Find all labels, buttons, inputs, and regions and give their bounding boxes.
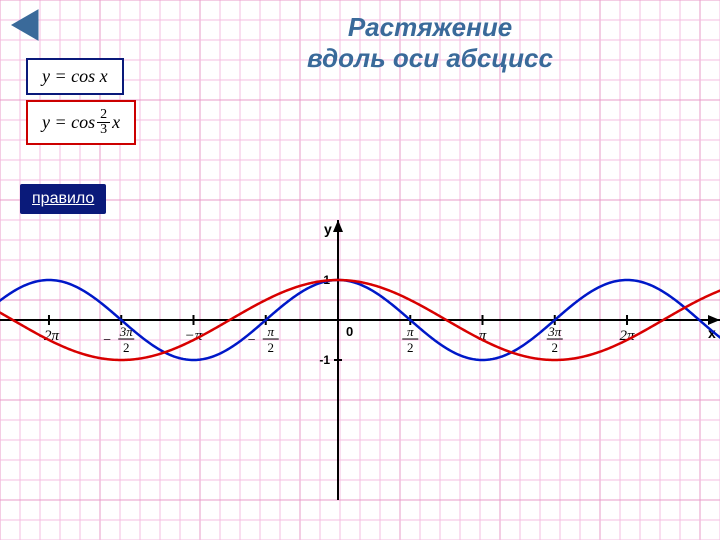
svg-text:π: π xyxy=(267,324,274,339)
svg-text:3π: 3π xyxy=(119,324,134,339)
svg-text:π: π xyxy=(407,324,414,339)
title-line1: Растяжение xyxy=(348,12,512,42)
svg-text:y: y xyxy=(324,221,332,237)
svg-text:2: 2 xyxy=(552,340,559,355)
svg-text:−: − xyxy=(103,333,111,348)
formula-cos-x: y = cos x xyxy=(26,58,124,95)
fraction-2-3: 2 3 xyxy=(97,108,110,137)
back-button[interactable] xyxy=(8,8,42,42)
svg-text:-1: -1 xyxy=(319,353,330,367)
svg-text:2: 2 xyxy=(407,340,414,355)
svg-text:2: 2 xyxy=(267,340,274,355)
title-line2: вдоль оси абсцисс xyxy=(307,43,553,73)
page-title: Растяжение вдоль оси абсцисс xyxy=(180,12,680,74)
svg-text:2: 2 xyxy=(123,340,130,355)
rule-button[interactable]: правило xyxy=(20,184,106,214)
svg-text:0: 0 xyxy=(346,324,353,339)
formula-cos-2x-3: y = cos 2 3 x xyxy=(26,100,136,145)
